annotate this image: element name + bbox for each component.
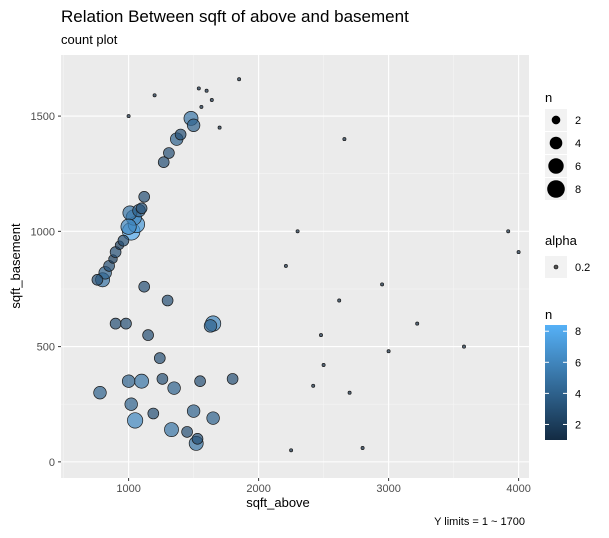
data-point <box>152 93 157 98</box>
data-point <box>138 280 150 293</box>
data-point <box>380 282 385 287</box>
data-point <box>91 273 104 286</box>
x-tick-label: 4000 <box>506 483 530 495</box>
legend: n 2 4 6 8 alpha 0.2 n 2 4 6 8 <box>545 90 590 440</box>
data-point <box>209 98 214 102</box>
data-point <box>93 386 107 400</box>
data-point <box>342 137 347 142</box>
data-point <box>360 446 365 450</box>
color-legend-label: 2 <box>575 419 581 431</box>
points-layer <box>91 77 521 453</box>
grid-lines <box>61 55 529 478</box>
y-tick-label: 1000 <box>31 226 55 238</box>
data-point <box>167 381 181 395</box>
data-point <box>295 229 300 234</box>
data-point <box>319 333 323 338</box>
x-tick-label: 1000 <box>116 483 140 495</box>
data-point <box>415 321 420 326</box>
data-point <box>120 218 137 235</box>
data-point <box>174 128 187 141</box>
size-legend-key <box>551 115 561 125</box>
data-point <box>127 412 144 429</box>
data-point <box>186 118 201 132</box>
data-point <box>161 294 174 307</box>
size-legend-label: 6 <box>575 161 581 173</box>
data-point <box>181 426 193 438</box>
size-legend-label: 8 <box>575 184 581 196</box>
data-point <box>321 363 326 367</box>
data-point <box>147 407 160 420</box>
data-point <box>135 202 148 215</box>
size-legend-title: n <box>545 90 552 105</box>
data-point <box>337 298 342 303</box>
color-bar <box>545 325 567 440</box>
data-point <box>121 374 136 388</box>
data-point <box>124 397 138 411</box>
y-axis-title: sqft_basement <box>8 223 23 309</box>
data-point <box>194 375 206 387</box>
y-tick-label: 500 <box>37 342 55 354</box>
x-tick-label: 3000 <box>376 483 400 495</box>
data-point <box>196 86 201 91</box>
data-point <box>206 411 220 425</box>
axes: 1000 2000 3000 4000 0 500 1000 1500 <box>31 111 531 495</box>
data-point <box>154 352 166 364</box>
data-point <box>134 373 149 389</box>
plot-panel <box>61 55 529 478</box>
data-point <box>462 344 466 349</box>
data-point <box>142 329 154 341</box>
data-point <box>347 390 352 395</box>
size-legend-key <box>549 136 563 150</box>
data-point <box>191 432 204 445</box>
color-legend-title: n <box>545 307 552 322</box>
data-point <box>164 422 179 437</box>
y-tick-label: 0 <box>49 457 55 469</box>
size-legend-label: 2 <box>575 115 581 127</box>
data-point <box>283 263 288 268</box>
chart-subtitle: count plot <box>61 32 118 47</box>
x-tick-label: 2000 <box>246 483 270 495</box>
data-point <box>311 383 316 388</box>
size-legend-label: 4 <box>575 138 581 150</box>
data-point <box>237 77 242 82</box>
color-legend-label: 4 <box>575 388 581 400</box>
data-point <box>516 250 521 255</box>
data-point <box>157 156 170 168</box>
data-point <box>289 448 294 453</box>
data-point <box>126 114 131 119</box>
chart-title: Relation Between sqft of above and basem… <box>61 7 409 26</box>
data-point <box>138 191 150 203</box>
alpha-legend-key <box>553 264 559 270</box>
data-point <box>203 319 218 333</box>
size-legend-key <box>547 180 565 198</box>
size-legend-key <box>548 158 564 174</box>
data-point <box>109 317 122 330</box>
color-legend-label: 6 <box>575 357 581 369</box>
alpha-legend-label: 0.2 <box>575 262 590 274</box>
data-point <box>506 229 511 234</box>
alpha-legend-title: alpha <box>545 233 578 248</box>
data-point <box>217 125 222 130</box>
data-point <box>226 373 239 385</box>
data-point <box>199 104 204 109</box>
data-point <box>120 317 132 330</box>
x-axis-title: sqft_above <box>246 495 310 510</box>
data-point <box>117 234 130 247</box>
data-point <box>204 88 209 93</box>
data-point <box>163 147 175 159</box>
data-point <box>156 373 169 385</box>
y-tick-label: 1500 <box>31 111 55 123</box>
data-point <box>386 349 391 354</box>
color-legend-label: 8 <box>575 326 581 338</box>
data-point <box>186 404 201 418</box>
chart-caption: Y limits = 1 ~ 1700 <box>434 516 525 528</box>
